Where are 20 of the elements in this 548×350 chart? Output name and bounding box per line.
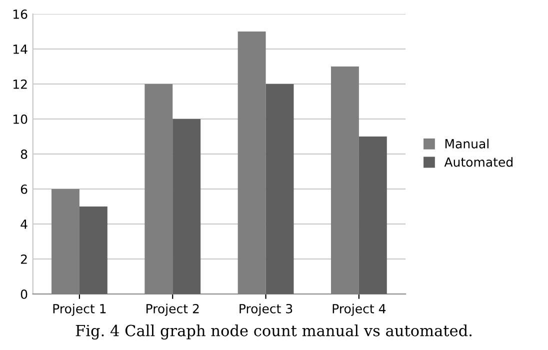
- x-tick-label: Project 3: [240, 304, 292, 316]
- x-tick-label: Project 2: [146, 304, 199, 316]
- legend-label: Manual: [445, 138, 488, 148]
- bar: [172, 119, 201, 294]
- y-tick-label: 16: [13, 9, 28, 19]
- y-tick-label: 0: [20, 289, 28, 299]
- y-tick-label: 12: [13, 79, 27, 89]
- x-tick-label: Project 1: [53, 304, 106, 316]
- y-tick-label: 14: [13, 44, 28, 54]
- legend-label: Automated: [444, 157, 512, 167]
- bar: [358, 136, 387, 294]
- caption: Fig. 4 Call graph node count manual vs automated.: [76, 324, 472, 340]
- y-tick-label: 8: [20, 149, 28, 159]
- bar: [79, 206, 108, 294]
- y-tick-label: 10: [13, 114, 28, 124]
- bar: [266, 84, 294, 294]
- y-tick-label: 2: [20, 254, 27, 264]
- y-tick-label: 6: [20, 184, 28, 194]
- x-tick-label: Project 4: [332, 304, 386, 316]
- y-tick-label: 4: [20, 220, 28, 229]
